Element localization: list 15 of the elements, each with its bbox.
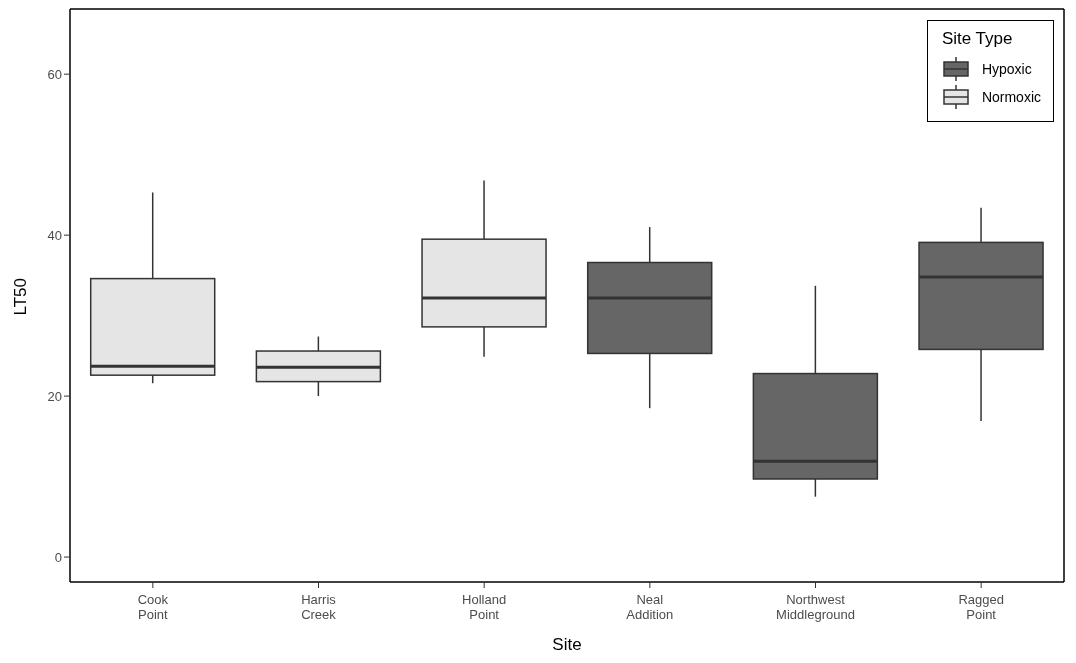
legend-label: Normoxic [981,89,1041,105]
x-tick-label: Harris Creek [301,592,337,622]
y-axis-title: LT50 [11,278,31,316]
x-tick-label: Ragged Point [958,592,1004,622]
legend-title: Site Type [941,29,1014,49]
x-tick-label: Holland Point [462,592,507,622]
legend-label: Hypoxic [981,61,1032,77]
y-tick-label: 40 [47,227,62,243]
y-tick-label: 60 [47,66,62,82]
y-tick-label: 20 [47,388,62,404]
x-tick-label: Neal Addition [626,592,674,622]
x-tick-label: Cook Point [137,592,169,622]
y-tick-label: 0 [54,549,62,565]
x-axis-title: Site [552,635,582,654]
x-tick-label: Northwest Middleground [776,592,855,622]
